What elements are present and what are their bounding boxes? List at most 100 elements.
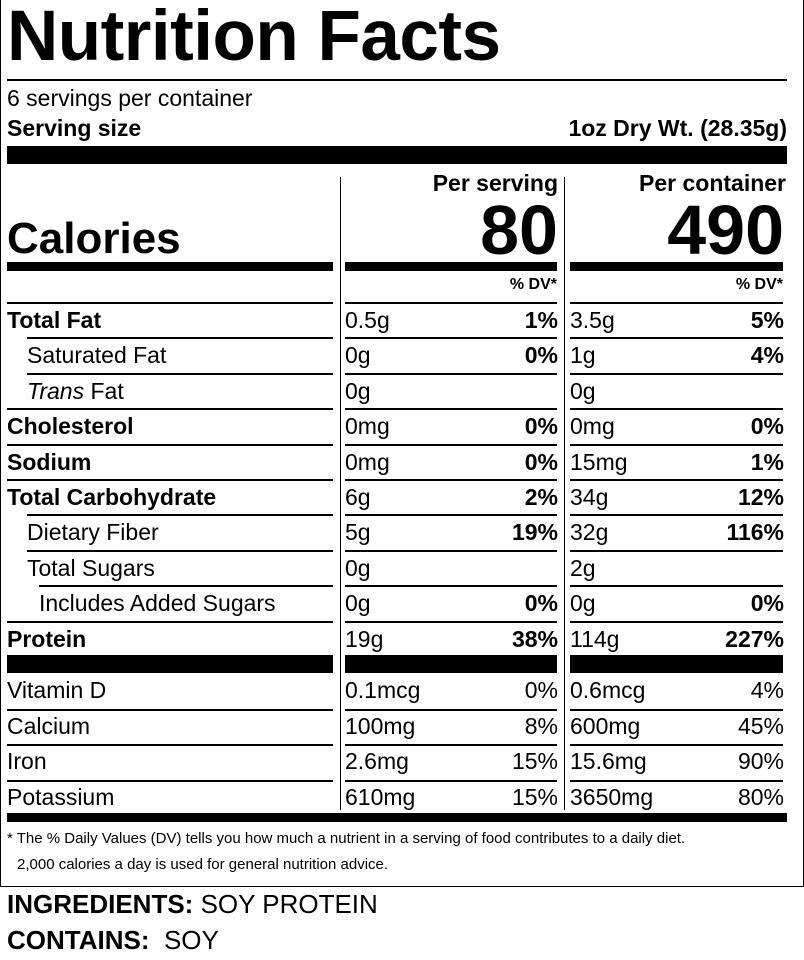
serving-amount: 610mg — [345, 783, 416, 810]
column-divider — [564, 177, 565, 810]
calories-label: Calories — [7, 214, 181, 263]
container-dv: 227% — [725, 625, 784, 652]
row-divider — [570, 550, 783, 552]
container-amount: 15.6mg — [570, 748, 647, 774]
row-divider — [570, 337, 783, 339]
row-divider — [570, 373, 783, 375]
row-divider — [570, 585, 783, 587]
row-divider — [7, 744, 333, 746]
serving-amount: 0.5g — [345, 307, 390, 333]
nutrient-name: Saturated Fat — [27, 338, 166, 373]
serving-dv: 1% — [524, 307, 558, 333]
per-serving-header: Per serving — [432, 170, 558, 196]
calories-per-container: 490 — [667, 191, 784, 269]
serving-dv: 0% — [524, 342, 558, 369]
thick-divider — [570, 655, 783, 673]
footnote-line-2: 2,000 calories a day is used for general… — [17, 856, 389, 873]
nutrient-name-text: Calcium — [7, 712, 91, 739]
container-amount: 0g — [570, 590, 596, 617]
row-divider — [345, 709, 557, 711]
row-divider — [345, 514, 557, 516]
nutrient-name-text: Includes Added Sugars — [39, 590, 276, 617]
row-divider — [345, 302, 557, 304]
contains-label: CONTAINS: — [7, 925, 150, 955]
nutrient-name-text: Total Carbohydrate — [7, 484, 217, 510]
container-amount: 1g — [570, 342, 596, 369]
contains-value: SOY — [163, 925, 219, 955]
serving-dv: 0% — [524, 448, 558, 475]
container-amount: 32g — [570, 519, 609, 546]
row-divider — [345, 780, 557, 782]
serving-amount: 0g — [345, 554, 371, 581]
nutrient-name-text: Sodium — [7, 448, 92, 475]
serving-dv: 38% — [511, 625, 558, 652]
container-amount: 15mg — [570, 448, 628, 475]
container-amount: 114g — [570, 625, 620, 652]
serving-dv: 2% — [524, 484, 558, 510]
serving-dv: 0% — [524, 677, 558, 703]
thick-divider — [7, 262, 333, 271]
thick-divider — [7, 813, 787, 822]
row-divider — [345, 479, 557, 481]
container-amount: 34g — [570, 484, 609, 510]
nutrient-name: Iron — [7, 744, 47, 779]
thick-divider — [345, 655, 557, 673]
row-divider — [7, 709, 333, 711]
label-title: Nutrition Facts — [7, 0, 501, 76]
thick-divider — [570, 262, 783, 271]
nutrient-name: Total Fat — [7, 303, 101, 338]
row-divider — [570, 444, 783, 446]
row-divider — [27, 373, 333, 375]
row-divider — [570, 744, 783, 746]
row-divider — [345, 408, 557, 410]
container-amount: 2g — [570, 554, 596, 581]
serving-amount: 2.6mg — [345, 748, 409, 774]
serving-dv: 19% — [511, 519, 558, 546]
serving-dv: 8% — [524, 712, 558, 739]
row-divider — [345, 550, 557, 552]
row-divider — [345, 444, 557, 446]
serving-amount: 0g — [345, 377, 371, 404]
container-dv: 80% — [737, 783, 784, 810]
nutrient-name: Vitamin D — [7, 673, 106, 708]
nutrient-name-text: Total Fat — [7, 307, 102, 333]
serving-amount: 19g — [345, 625, 384, 652]
serving-size-value: 1oz Dry Wt. (28.35g) — [568, 115, 787, 141]
thick-divider — [7, 655, 333, 673]
divider — [7, 79, 787, 81]
serving-amount: 0mg — [345, 448, 390, 475]
calories-per-serving: 80 — [480, 191, 558, 269]
row-divider — [7, 444, 333, 446]
container-dv: 4% — [750, 677, 784, 703]
serving-size-label: Serving size — [7, 115, 142, 141]
nutrient-name: Includes Added Sugars — [39, 586, 276, 621]
per-container-header: Per container — [639, 170, 786, 196]
container-amount: 0mg — [570, 413, 615, 440]
container-dv: 116% — [726, 519, 784, 546]
container-amount: 0.6mcg — [570, 677, 646, 703]
row-divider — [570, 621, 783, 623]
serving-amount: 5g — [345, 519, 371, 546]
container-amount: 3.5g — [570, 307, 615, 333]
footnote-line-1: * The % Daily Values (DV) tells you how … — [7, 830, 686, 847]
column-divider — [340, 177, 341, 810]
container-dv: 12% — [737, 484, 784, 510]
row-divider — [570, 709, 783, 711]
serving-dv: 15% — [511, 748, 558, 774]
container-dv: 4% — [750, 342, 784, 369]
nutrient-name-text: Saturated Fat — [27, 342, 167, 369]
row-divider — [345, 337, 557, 339]
thick-divider — [345, 262, 557, 271]
row-divider — [570, 514, 783, 516]
row-divider — [7, 408, 333, 410]
serving-amount: 100mg — [345, 712, 416, 739]
container-amount: 3650mg — [570, 783, 654, 810]
nutrient-name: Total Carbohydrate — [7, 480, 216, 515]
nutrient-name: Trans Fat — [27, 374, 124, 409]
nutrient-name-text: Dietary Fiber — [27, 519, 159, 546]
row-divider — [570, 408, 783, 410]
container-amount: 600mg — [570, 712, 641, 739]
container-dv: 45% — [737, 712, 784, 739]
ingredients-value: SOY PROTEIN — [200, 889, 378, 919]
row-divider — [7, 479, 333, 481]
